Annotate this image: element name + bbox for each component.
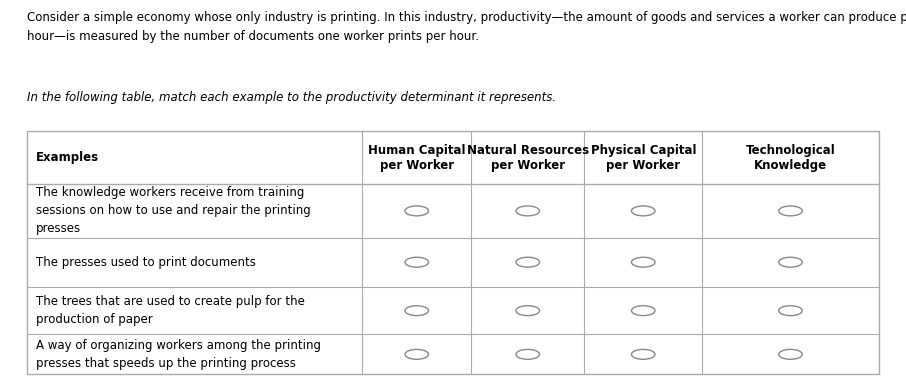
Text: Technological
Knowledge: Technological Knowledge (746, 144, 835, 172)
Text: Human Capital
per Worker: Human Capital per Worker (368, 144, 466, 172)
Text: The knowledge workers receive from training
sessions on how to use and repair th: The knowledge workers receive from train… (36, 187, 311, 235)
Text: Consider a simple economy whose only industry is printing. In this industry, pro: Consider a simple economy whose only ind… (27, 11, 906, 43)
Text: Natural Resources
per Worker: Natural Resources per Worker (467, 144, 589, 172)
Text: Examples: Examples (36, 151, 100, 164)
Text: The presses used to print documents: The presses used to print documents (36, 256, 256, 269)
Text: In the following table, match each example to the productivity determinant it re: In the following table, match each examp… (27, 91, 556, 104)
Bar (27, 131, 879, 374)
Text: The trees that are used to create pulp for the
production of paper: The trees that are used to create pulp f… (36, 295, 305, 326)
Text: Physical Capital
per Worker: Physical Capital per Worker (591, 144, 696, 172)
Text: A way of organizing workers among the printing
presses that speeds up the printi: A way of organizing workers among the pr… (36, 339, 322, 370)
